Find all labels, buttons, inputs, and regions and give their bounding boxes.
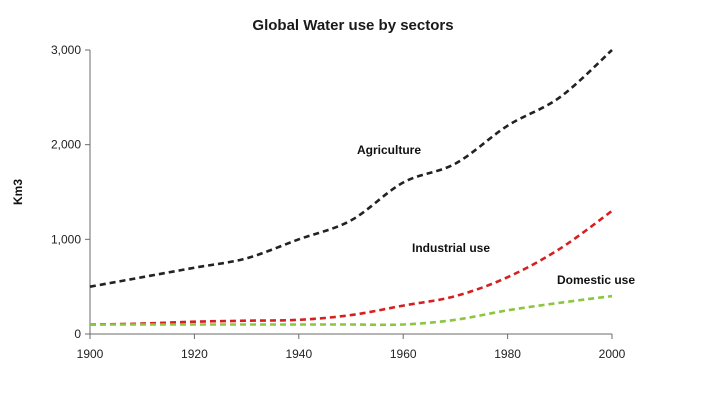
series-lines [89,49,613,327]
series-label-agriculture: Agriculture [357,143,421,157]
y-tick-label: 2,000 [51,138,81,152]
series-line-industrial [89,209,613,326]
y-axis-label: Km3 [11,179,25,205]
y-tick-label: 3,000 [51,43,81,57]
x-tick-label: 1900 [77,347,104,361]
x-tick-label: 1940 [285,347,312,361]
x-tick-label: 1920 [181,347,208,361]
x-tick-label: 2000 [599,347,626,361]
series-line-domestic [90,294,613,327]
x-tick-label: 1960 [390,347,417,361]
y-tick-label: 1,000 [51,232,81,246]
axis-ticks: 0 1,000 2,000 3,000 1900 1920 1940 1960 1980 2000 [51,43,626,361]
x-tick-label: 1980 [494,347,521,361]
y-tick-label: 0 [74,327,81,341]
series-label-domestic: Domestic use [557,273,635,287]
chart-title: Global Water use by sectors [252,17,453,34]
series-line-agriculture [89,49,613,288]
series-label-industrial: Industrial use [412,241,490,255]
